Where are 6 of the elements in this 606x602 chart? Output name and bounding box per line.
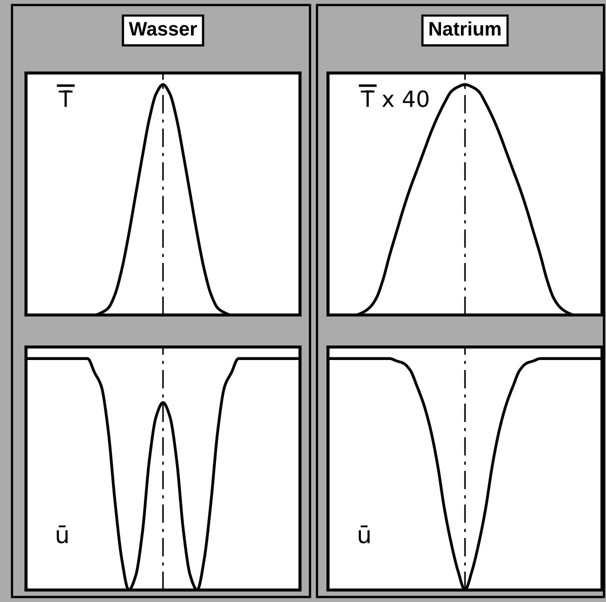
chart-title: Natrium — [430, 21, 501, 36]
y-axis-title: T̄ — [58, 90, 73, 107]
y-axis-title: ū — [358, 526, 370, 544]
chart-title: Wasser — [128, 22, 197, 36]
y-axis-title: ū — [56, 526, 68, 544]
y-axis-title: T̄ x 40 — [360, 90, 429, 108]
